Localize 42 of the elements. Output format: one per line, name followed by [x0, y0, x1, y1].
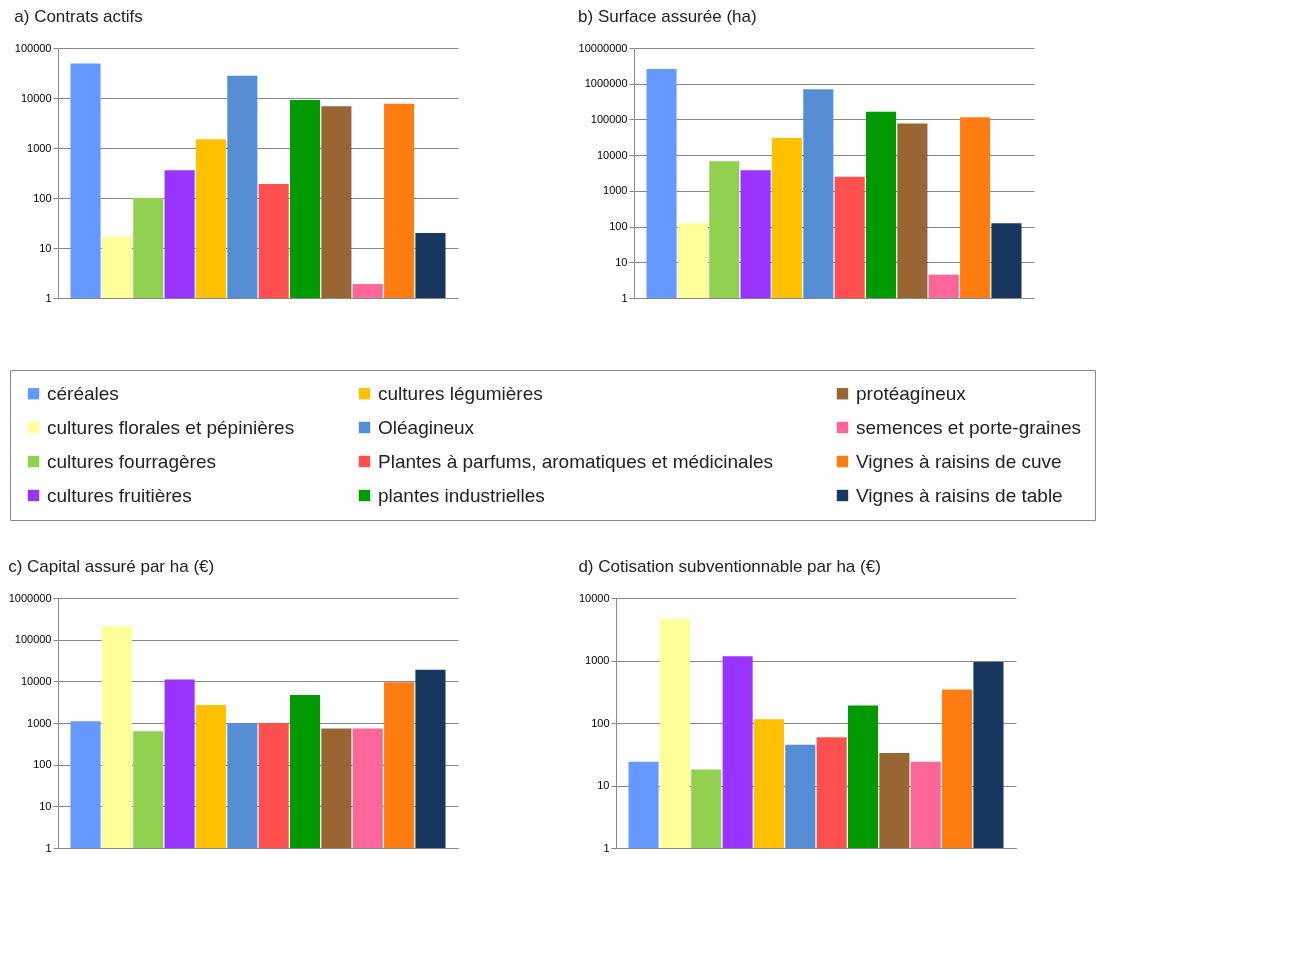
chart-title: c) Capital assuré par ha (€) — [8, 557, 215, 576]
y-tick-label: 100 — [609, 220, 628, 233]
legend-label: Plantes à parfums, aromatiques et médicinales — [378, 450, 773, 472]
y-tick-label: 100 — [33, 758, 52, 771]
y-tick-label: 10000000 — [578, 41, 628, 54]
y-tick-label: 100 — [591, 716, 610, 729]
y-tick-label: 1 — [603, 841, 610, 854]
chart-title: b) Surface assurée (ha) — [578, 7, 757, 26]
legend-label: Oléagineux — [378, 416, 475, 438]
y-tick-label: 1000 — [585, 654, 610, 666]
y-tick-label: 10000 — [578, 591, 610, 604]
y-tick-label: 10 — [615, 255, 628, 268]
y-tick-label: 1000 — [27, 716, 52, 729]
legend-label: semences et porte-graines — [856, 416, 1081, 438]
y-tick-label: 1000000 — [584, 77, 628, 90]
y-tick-label: 1000000 — [8, 591, 52, 604]
y-tick-label: 1 — [45, 841, 52, 854]
chart-title: a) Contrats actifs — [14, 7, 143, 26]
legend-label: cultures légumières — [378, 382, 543, 404]
y-tick-label: 10000 — [20, 91, 52, 104]
legend-label: Vignes à raisins de table — [856, 484, 1063, 506]
y-tick-label: 10 — [39, 799, 52, 812]
y-tick-label: 100000 — [14, 41, 52, 54]
y-tick-label: 10000 — [596, 148, 628, 161]
legend-label: cultures fourragères — [47, 450, 216, 472]
legend-label: cultures fruitières — [47, 484, 192, 506]
legend-label: plantes industrielles — [378, 484, 545, 506]
y-tick-label: 100 — [33, 191, 52, 204]
y-tick-label: 1000 — [603, 184, 628, 197]
y-tick-label: 10 — [39, 241, 52, 254]
y-tick-label: 1000 — [27, 141, 52, 154]
legend-label: Vignes à raisins de cuve — [856, 450, 1062, 472]
y-tick-label: 10000 — [20, 674, 52, 687]
y-tick-label: 100000 — [590, 112, 628, 125]
legend-label: céréales — [47, 382, 119, 404]
y-tick-label: 10 — [597, 779, 610, 791]
legend-label: protéagineux — [856, 382, 967, 404]
y-tick-label: 1 — [45, 291, 52, 304]
y-tick-label: 1 — [621, 291, 628, 304]
chart-title: d) Cotisation subventionnable par ha (€) — [578, 557, 881, 576]
y-tick-label: 100000 — [14, 633, 52, 646]
legend-label: cultures florales et pépinières — [47, 416, 295, 438]
